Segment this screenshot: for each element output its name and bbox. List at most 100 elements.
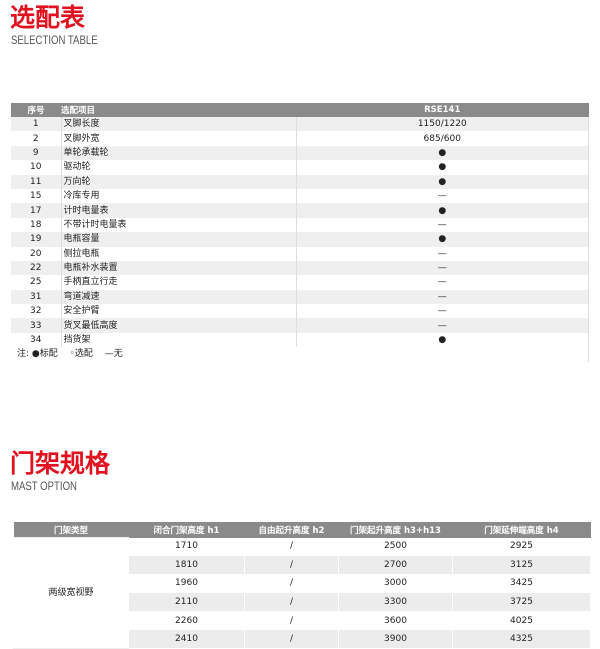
row-value: — — [296, 217, 589, 233]
row-index: 31 — [11, 289, 62, 305]
row-index: 2 — [11, 131, 62, 146]
mast-value: 2410 — [128, 629, 245, 649]
row-item: 侧拉电瓶 — [61, 246, 297, 261]
mast-value: 2925 — [452, 537, 591, 557]
table-row: 31 弯道减速 — — [11, 289, 589, 305]
table-row: 19 电瓶容量 ● — [11, 232, 589, 247]
mast-value: 2110 — [128, 592, 245, 612]
mast-value: 3000 — [338, 574, 453, 594]
mast-value: 4325 — [452, 629, 591, 649]
mast-value: 2260 — [128, 611, 245, 631]
row-item: 叉脚外宽 — [61, 131, 297, 146]
table-row: 2110/3300 3725 — [14, 592, 591, 612]
table-row: 9 单轮承载轮 ● — [11, 145, 589, 161]
table-row: 10 驱动轮 ● — [11, 160, 589, 175]
mast-value: / — [244, 629, 339, 649]
row-item: 电瓶容量 — [61, 232, 297, 247]
table-row: 17 计时电量表 ● — [11, 203, 589, 218]
table-row: 22 电瓶补水装置 — — [11, 260, 589, 276]
table-row: 1 叉脚长度 1150/1220 — [11, 117, 589, 132]
mast-value: / — [244, 537, 339, 557]
mast-value: / — [244, 592, 339, 612]
mast-header: 自由起升高度 h2 — [244, 522, 339, 538]
row-index: 10 — [11, 160, 62, 175]
mast-value: 2500 — [338, 537, 453, 557]
mast-value: 3425 — [452, 574, 591, 594]
row-value: — — [296, 318, 589, 333]
row-item: 单轮承载轮 — [61, 145, 297, 161]
mast-value: 1710 — [128, 537, 245, 557]
row-item: 叉脚长度 — [61, 117, 297, 132]
row-index: 22 — [11, 260, 62, 276]
table-row: 2410/3900 4325 — [14, 629, 591, 649]
selection-table: 序号 选配项目 RSE141 1 叉脚长度 1150/1220 2 叉脚外宽 685/60… — [11, 103, 589, 362]
row-index: 17 — [11, 203, 62, 218]
row-item: 弯道减速 — [61, 289, 297, 305]
row-item: 安全护臂 — [61, 304, 297, 319]
row-item: 挡货架 — [61, 332, 297, 348]
mast-value: 4025 — [452, 611, 591, 631]
row-value: ● — [296, 174, 589, 189]
mast-header: 门架类型 — [13, 522, 129, 538]
row-index: 1 — [11, 117, 62, 132]
mast-value: / — [244, 611, 339, 631]
mast-value: 3900 — [338, 629, 453, 649]
row-value: — — [296, 304, 589, 319]
row-value: ● — [296, 160, 589, 175]
row-item: 电瓶补水装置 — [61, 260, 297, 276]
table-row: 2 叉脚外宽 685/600 — [11, 131, 589, 146]
mast-value: 3125 — [452, 555, 591, 575]
row-item: 计时电量表 — [61, 203, 297, 218]
table-row: 33 货叉最低高度 — — [11, 318, 589, 333]
header-model: RSE141 — [296, 103, 589, 117]
table-row: 20 侧拉电瓶 — — [11, 246, 589, 261]
table-row: 1810/2700 3125 — [14, 555, 591, 575]
row-value: ● — [296, 332, 589, 348]
note-row: 注: ●标配 ◦选配 —无 — [11, 347, 589, 362]
row-index: 25 — [11, 275, 62, 290]
row-value: — — [296, 188, 589, 204]
mast-value: 2700 — [338, 555, 453, 575]
mast-value: 1960 — [128, 574, 245, 594]
mast-header: 闭合门架高度 h1 — [128, 522, 245, 538]
mast-value: / — [244, 574, 339, 594]
row-value: ● — [296, 232, 589, 247]
mast-header: 门架延伸端高度 h4 — [452, 522, 591, 538]
mast-value: 3600 — [338, 611, 453, 631]
row-index: 18 — [11, 217, 62, 233]
mast-value: 1810 — [128, 555, 245, 575]
row-index: 19 — [11, 232, 62, 247]
row-item: 万向轮 — [61, 174, 297, 189]
row-index: 11 — [11, 174, 62, 189]
table-row: 32 安全护臂 — — [11, 304, 589, 319]
mast-value: / — [244, 555, 339, 575]
row-index: 34 — [11, 332, 62, 348]
row-item: 货叉最低高度 — [61, 318, 297, 333]
row-value: — — [296, 289, 589, 305]
table-row: 15 冷库专用 — — [11, 188, 589, 204]
table-row: 25 手柄直立行走 — — [11, 275, 589, 290]
table-row: 18 不带计时电量表 — — [11, 217, 589, 233]
mast-type: 两级宽视野 — [13, 536, 129, 649]
row-index: 9 — [11, 145, 62, 161]
selection-title: 选配表 — [10, 3, 86, 32]
row-index: 33 — [11, 318, 62, 333]
selection-subtitle: SELECTION TABLE — [11, 33, 98, 47]
header-index: 序号 — [11, 103, 61, 117]
row-value: ● — [296, 203, 589, 218]
row-value: — — [296, 260, 589, 276]
row-value: ● — [296, 145, 589, 161]
table-row: 两级宽视野 1710/2500 2925 — [13, 536, 591, 649]
row-index: 20 — [11, 246, 62, 261]
row-item: 不带计时电量表 — [61, 217, 297, 233]
row-value: — — [296, 246, 589, 261]
mast-table: 门架类型 闭合门架高度 h1 自由起升高度 h2 门架起升高度 h3+h13 门架延伸端… — [13, 522, 591, 649]
table-row: 2260/3600 4025 — [14, 611, 591, 631]
table-row: 1960/3000 3425 — [14, 574, 591, 594]
row-value: — — [296, 275, 589, 290]
row-item: 驱动轮 — [61, 160, 297, 175]
header-item: 选配项目 — [61, 103, 296, 117]
row-index: 32 — [11, 304, 62, 319]
mast-value: 3300 — [338, 592, 453, 612]
row-item: 冷库专用 — [61, 188, 297, 204]
